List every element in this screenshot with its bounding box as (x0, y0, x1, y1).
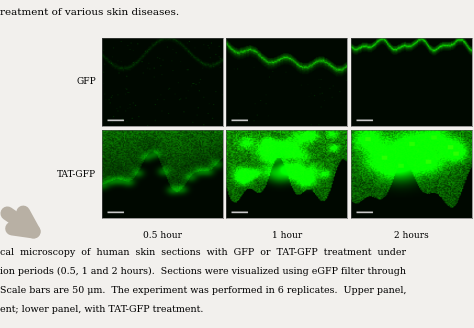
Text: TAT-GFP: TAT-GFP (57, 170, 96, 178)
Text: cal  microscopy  of  human  skin  sections  with  GFP  or  TAT-GFP  treatment  u: cal microscopy of human skin sections wi… (0, 248, 406, 256)
Text: 1 hour: 1 hour (272, 231, 302, 240)
Text: ion periods (0.5, 1 and 2 hours).  Sections were visualized using eGFP filter th: ion periods (0.5, 1 and 2 hours). Sectio… (0, 267, 406, 276)
Text: reatment of various skin diseases.: reatment of various skin diseases. (0, 8, 179, 17)
Text: ent; lower panel, with TAT-GFP treatment.: ent; lower panel, with TAT-GFP treatment… (0, 305, 203, 314)
Text: Scale bars are 50 μm.  The experiment was performed in 6 replicates.  Upper pane: Scale bars are 50 μm. The experiment was… (0, 286, 407, 295)
Text: GFP: GFP (76, 77, 96, 86)
Text: 2 hours: 2 hours (394, 231, 428, 240)
Text: 0.5 hour: 0.5 hour (143, 231, 182, 240)
